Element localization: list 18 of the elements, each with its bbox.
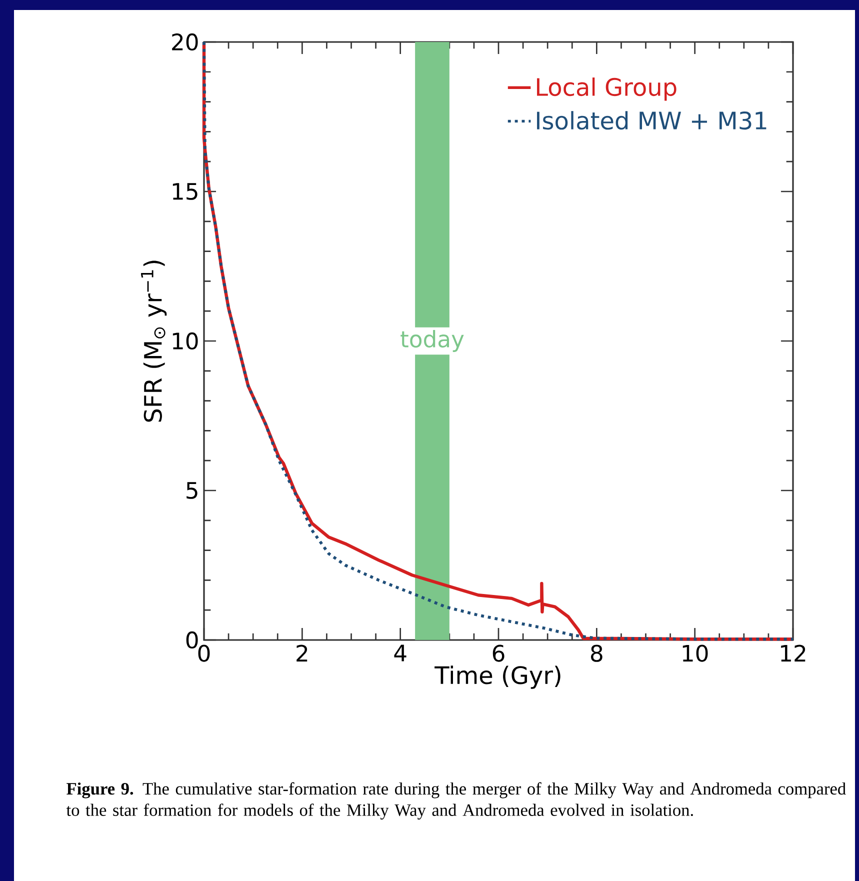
y-axis-title: SFR (M$_{⊙}$ yr$^{−1}$) — [141, 260, 167, 422]
text: Figure 9. The cumulative star-formation rate during the merger of the Milky Way and Andromeda compared to the star formation for models of the Milky Way and Andromeda evolved in isolation. — [66, 782, 846, 820]
x-tick-label: 0 — [198, 644, 210, 662]
y-tick-label: 0 — [186, 631, 198, 649]
y-tick-label: 10 — [172, 332, 198, 350]
y-tick-label: 20 — [172, 33, 198, 51]
x-tick-label: 8 — [591, 644, 602, 662]
legend-label: Local Group — [537, 78, 676, 101]
x-tick-label: 6 — [492, 644, 504, 662]
x-tick-label: 10 — [682, 644, 708, 662]
x-axis-title: Time (Gyr) — [434, 666, 560, 689]
x-tick-label: 4 — [394, 644, 406, 662]
y-tick-label: 15 — [172, 183, 198, 200]
band-label: today — [400, 330, 464, 352]
x-tick-label: 12 — [781, 644, 806, 662]
legend-label: Isolated MW + M31 — [537, 111, 766, 130]
y-tick-label: 5 — [186, 482, 198, 499]
x-tick-label: 2 — [296, 644, 308, 662]
